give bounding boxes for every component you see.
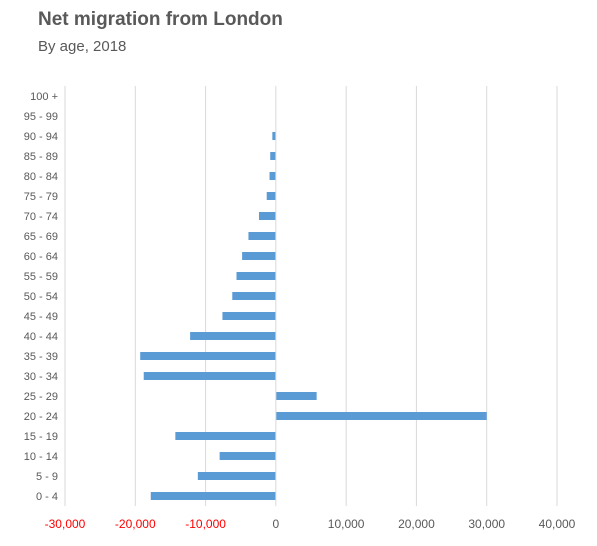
x-tick-label: -20,000 [115,517,156,531]
category-label: 75 - 79 [24,191,58,203]
category-label: 95 - 99 [24,111,58,123]
bar [232,292,276,300]
category-label: 5 - 9 [36,471,58,483]
category-label: 90 - 94 [24,131,58,143]
chart-title: Net migration from London [38,9,283,30]
x-tick-label: 40,000 [539,517,576,531]
category-label: 25 - 29 [24,391,58,403]
category-label: 45 - 49 [24,311,58,323]
bar [270,152,276,160]
bar [269,172,276,180]
bar [258,212,276,220]
category-label: 65 - 69 [24,231,58,243]
bar [222,312,276,320]
bar [275,392,317,400]
bar [242,252,276,260]
bar [197,472,276,480]
category-label: 80 - 84 [24,171,58,183]
chart-subtitle: By age, 2018 [38,38,127,55]
category-label: 35 - 39 [24,351,58,363]
bar [140,352,276,360]
bar [248,232,276,240]
bar [143,372,276,380]
bar [190,332,276,340]
x-tick-label: -30,000 [45,517,86,531]
bar [275,412,487,420]
bar [266,192,276,200]
bar [175,432,276,440]
bar [236,272,276,280]
category-label: 15 - 19 [24,431,58,443]
bar [272,132,276,140]
category-label: 40 - 44 [24,331,58,343]
bar [150,492,276,500]
x-tick-label: 10,000 [328,517,365,531]
category-label: 30 - 34 [24,371,58,383]
category-label: 100 + [30,91,58,103]
category-label: 10 - 14 [24,451,58,463]
category-label: 0 - 4 [36,491,58,503]
bar [219,452,276,460]
category-label: 70 - 74 [24,211,58,223]
x-tick-label: 30,000 [468,517,505,531]
x-tick-label: -10,000 [185,517,226,531]
category-label: 85 - 89 [24,151,58,163]
x-tick-label: 20,000 [398,517,435,531]
x-tick-label: 0 [273,517,280,531]
category-label: 55 - 59 [24,271,58,283]
category-label: 60 - 64 [24,251,58,263]
category-label: 50 - 54 [24,291,58,303]
category-label: 20 - 24 [24,411,58,423]
